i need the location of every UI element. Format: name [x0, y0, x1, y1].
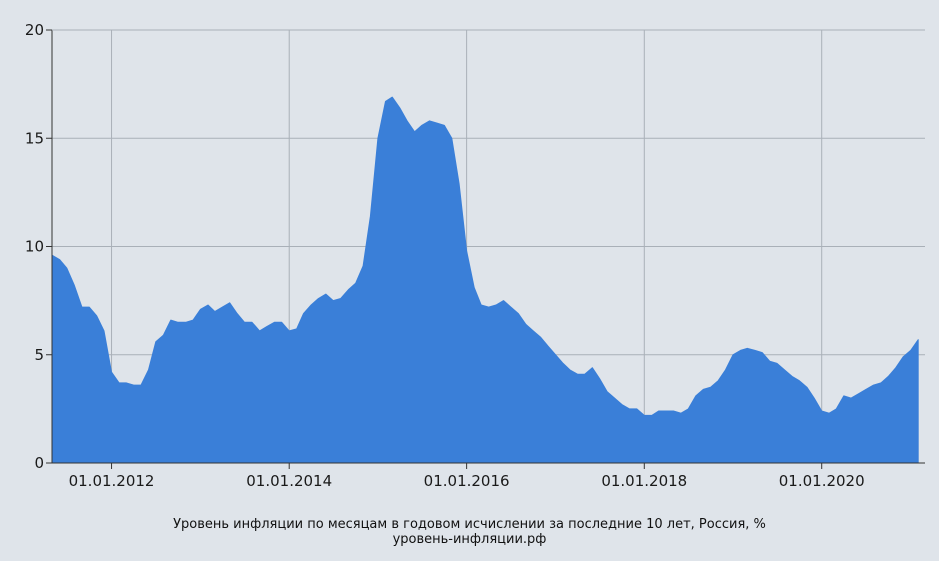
inflation-area: [51, 96, 919, 464]
y-tick-label: 10: [25, 238, 44, 256]
y-tick-label: 5: [34, 346, 44, 364]
chart-source: уровень-инфляции.рф: [392, 532, 547, 547]
x-tick-label: 01.01.2012: [69, 472, 155, 490]
x-tick-label: 01.01.2018: [601, 472, 687, 490]
y-tick-label: 20: [25, 21, 44, 39]
y-tick-label: 15: [25, 129, 44, 147]
x-tick-label: 01.01.2020: [779, 472, 865, 490]
y-tick-label: 0: [34, 454, 44, 472]
x-tick-label: 01.01.2014: [246, 472, 332, 490]
chart-title: Уровень инфляции по месяцам в годовом ис…: [173, 517, 766, 532]
y-axis-ticks: 0 5 10 15 20: [25, 21, 52, 472]
x-tick-label: 01.01.2016: [424, 472, 510, 490]
x-axis-ticks: 01.01.2012 01.01.2014 01.01.2016 01.01.2018…: [69, 463, 865, 490]
